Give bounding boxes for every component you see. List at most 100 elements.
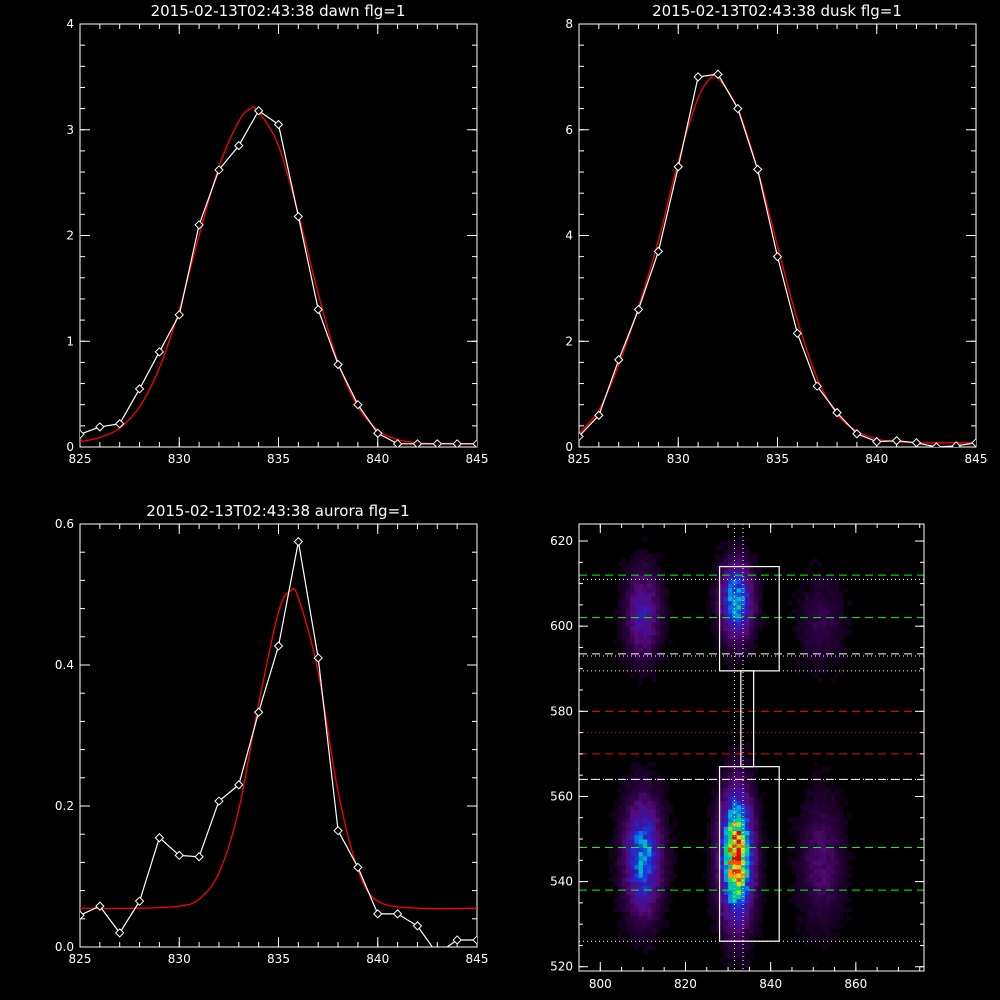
- heatmap-cell: [647, 779, 652, 785]
- heatmap-cell: [757, 851, 763, 857]
- heatmap-cell: [630, 941, 635, 946]
- heatmap-cell: [826, 873, 831, 878]
- heatmap-cell: [821, 907, 827, 912]
- heatmap-cell: [749, 856, 755, 861]
- heatmap-cell: [634, 928, 640, 934]
- heatmap-cell: [762, 851, 767, 857]
- heatmap-cell: [638, 822, 644, 827]
- heatmap-cell: [838, 660, 844, 665]
- heatmap-cell: [834, 660, 840, 665]
- heatmap-cell: [800, 604, 806, 610]
- heatmap-cell: [723, 826, 729, 831]
- heatmap-cell: [796, 919, 801, 925]
- heatmap-cell: [826, 583, 831, 589]
- heatmap-cell: [809, 843, 814, 848]
- data-point: [971, 438, 976, 447]
- heatmap-cell: [736, 762, 742, 768]
- heatmap-cell: [711, 830, 716, 836]
- heatmap-cell: [796, 894, 801, 900]
- heatmap-cell: [617, 839, 622, 844]
- heatmap-cell: [834, 656, 840, 661]
- heatmap-cell: [757, 881, 763, 887]
- heatmap-cell: [826, 936, 831, 942]
- heatmap-cell: [826, 885, 831, 891]
- heatmap-cell: [715, 617, 720, 623]
- heatmap-cell: [634, 630, 640, 636]
- heatmap-cell: [711, 813, 716, 819]
- heatmap-cell: [851, 856, 857, 861]
- heatmap-cell: [642, 839, 648, 844]
- heatmap-cell: [613, 609, 618, 614]
- heatmap-cell: [634, 805, 640, 810]
- heatmap-cell: [630, 638, 635, 644]
- heatmap-cell: [804, 813, 810, 819]
- heatmap-cell: [749, 907, 755, 912]
- heatmap-cell: [655, 656, 661, 661]
- heatmap-cell: [826, 898, 831, 904]
- heatmap-cell: [736, 949, 742, 955]
- heatmap-cell: [826, 928, 831, 934]
- heatmap-cell: [642, 945, 648, 951]
- heatmap-cell: [634, 668, 640, 674]
- heatmap-cell: [736, 770, 742, 776]
- heatmap-cell: [723, 928, 729, 934]
- heatmap-cell: [809, 651, 814, 657]
- heatmap-cell: [608, 885, 614, 891]
- heatmap-cell: [817, 613, 823, 619]
- heatmap-cell: [838, 626, 844, 631]
- heatmap-cell: [651, 894, 657, 900]
- heatmap-cell: [796, 890, 801, 895]
- heatmap-cell: [834, 600, 840, 606]
- heatmap-cell: [740, 941, 746, 946]
- heatmap-cell: [732, 656, 737, 661]
- heatmap-cell: [711, 809, 716, 814]
- heatmap-cell: [642, 600, 648, 606]
- heatmap-cell: [813, 826, 818, 831]
- heatmap-cell: [625, 592, 631, 597]
- heatmap-cell: [753, 575, 759, 580]
- heatmap-cell: [736, 626, 742, 631]
- heatmap-cell: [809, 907, 814, 912]
- heatmap-cell: [830, 630, 835, 636]
- heatmap-cell: [715, 856, 720, 861]
- heatmap-cell: [630, 779, 635, 785]
- heatmap-cell: [613, 809, 618, 814]
- heatmap-cell: [664, 890, 669, 895]
- heatmap-cell: [630, 928, 635, 934]
- heatmap-cell: [745, 932, 750, 938]
- heatmap-cell: [659, 656, 665, 661]
- heatmap-cell: [625, 817, 631, 823]
- heatmap-cell: [834, 626, 840, 631]
- heatmap-cell: [826, 826, 831, 831]
- heatmap-cell: [749, 911, 755, 917]
- heatmap-cell: [723, 617, 729, 623]
- heatmap-cell: [659, 924, 665, 929]
- heatmap-cell: [719, 613, 725, 619]
- heatmap-cell: [715, 583, 720, 589]
- heatmap-cell: [651, 907, 657, 912]
- heatmap-cell: [651, 668, 657, 674]
- heatmap-cell: [804, 809, 810, 814]
- heatmap-cell: [621, 783, 627, 789]
- heatmap-cell: [634, 770, 640, 776]
- heatmap-cell: [621, 634, 627, 640]
- y-tick-label: 6: [565, 123, 573, 137]
- heatmap-cell: [736, 766, 742, 772]
- heatmap-cell: [728, 634, 733, 640]
- heatmap-cell: [642, 792, 648, 797]
- heatmap-cell: [630, 830, 635, 836]
- heatmap-cell: [630, 562, 635, 567]
- heatmap-cell: [664, 881, 669, 887]
- heatmap-cell: [757, 915, 763, 921]
- x-tick-label: 840: [759, 977, 782, 991]
- heatmap-cell: [834, 817, 840, 823]
- heatmap-cell: [651, 643, 657, 648]
- heatmap-cell: [749, 617, 755, 623]
- heatmap-cell: [647, 868, 652, 874]
- heatmap-cell: [796, 613, 801, 619]
- heatmap-cell: [638, 634, 644, 640]
- heatmap-cell: [749, 638, 755, 644]
- heatmap-cell: [753, 834, 759, 840]
- heatmap-cell: [711, 626, 716, 631]
- data-point: [154, 347, 165, 357]
